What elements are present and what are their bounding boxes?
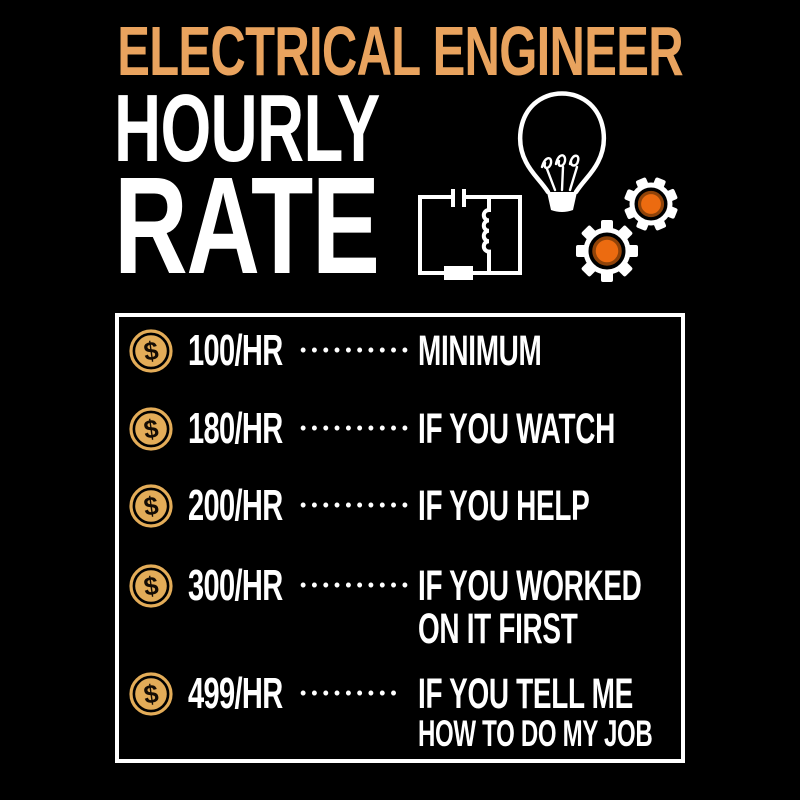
dollar-coin-icon: $ <box>129 672 173 716</box>
rate-row-minimum: $ 100/HR •••••••••• MINIMUM <box>129 329 675 373</box>
rate-desc-line1: IF YOU TELL ME <box>418 670 633 718</box>
rate-description: IF YOU TELL ME HOW TO DO MY JOB <box>418 672 779 752</box>
inductor-circuit-icon <box>418 189 522 280</box>
rate-desc-line1: IF YOU HELP <box>418 482 590 530</box>
rate-amount: 300/HR <box>188 561 283 610</box>
rate-description: IF YOU WORKED ON IT FIRST <box>418 562 762 653</box>
rate-desc-line1: IF YOU WATCH <box>418 405 615 453</box>
dot-leader: •••••••••• <box>300 340 414 360</box>
dollar-coin-icon: $ <box>129 329 173 373</box>
lightbulb-icon <box>518 91 606 212</box>
dollar-coin-icon: $ <box>129 407 173 451</box>
subtitle-rate: RATE <box>114 149 380 303</box>
svg-text:$: $ <box>142 490 161 522</box>
dot-leader: •••••••••• <box>300 418 414 438</box>
rate-desc-line1: IF YOU WORKED <box>418 562 642 610</box>
subtitle-hourly: HOURLY <box>114 75 380 182</box>
rate-row-tell-me: $ 499/HR ••••••••• IF YOU TELL ME HOW TO… <box>129 669 675 752</box>
dollar-coin-icon: $ <box>129 564 173 608</box>
rate-desc-line1: MINIMUM <box>418 327 542 375</box>
rate-description: IF YOU HELP <box>418 484 682 528</box>
svg-text:$: $ <box>142 570 161 602</box>
rate-row-help: $ 200/HR •••••••••• IF YOU HELP <box>129 484 675 528</box>
rate-description: MINIMUM <box>418 329 608 373</box>
dot-leader: •••••••••• <box>300 575 414 595</box>
rate-amount: 180/HR <box>188 404 283 453</box>
page-title: ELECTRICAL ENGINEER <box>117 12 683 90</box>
dollar-coin-icon: $ <box>129 484 173 528</box>
rates-box: $ 100/HR •••••••••• MINIMUM $ 180/HR •••… <box>115 313 685 763</box>
rate-desc-line2: HOW TO DO MY JOB <box>418 713 653 754</box>
rate-amount: 499/HR <box>188 669 283 718</box>
gears-icon <box>576 177 678 282</box>
dot-leader: •••••••••• <box>300 495 414 515</box>
svg-text:$: $ <box>142 678 161 710</box>
rate-amount: 200/HR <box>188 481 283 530</box>
rate-description: IF YOU WATCH <box>418 407 721 451</box>
rate-row-watch: $ 180/HR •••••••••• IF YOU WATCH <box>129 407 675 451</box>
dot-leader: ••••••••• <box>300 683 402 703</box>
rate-amount: 100/HR <box>188 326 283 375</box>
header: ELECTRICAL ENGINEER <box>0 16 800 86</box>
svg-text:$: $ <box>142 413 161 445</box>
svg-text:$: $ <box>142 335 161 367</box>
rate-row-worked-first: $ 300/HR •••••••••• IF YOU WORKED ON IT … <box>129 561 675 651</box>
rate-desc-line2: ON IT FIRST <box>418 605 578 653</box>
